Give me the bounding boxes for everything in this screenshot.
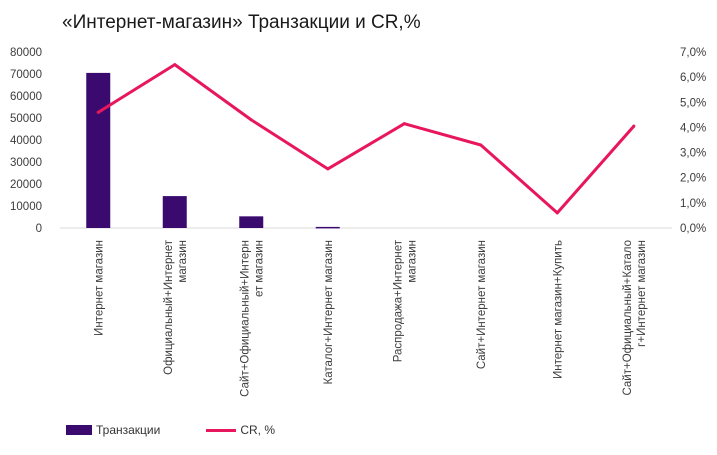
x-category-label: Интернет магазин xyxy=(93,240,105,336)
right-tick-label: 0,0% xyxy=(680,223,706,235)
transactions-bar xyxy=(86,72,111,229)
x-category-label: Распродажа+Интернет магазин xyxy=(392,239,418,362)
legend-label-cr: CR, % xyxy=(240,423,276,437)
cr-point xyxy=(479,143,483,147)
right-axis-ticks: 0,0% 1,0% 2,0% 3,0% 4,0% 5,0% 6,0% 7,0% xyxy=(680,47,706,235)
legend-item-cr: CR, % xyxy=(206,423,275,437)
legend-line-swatch xyxy=(206,428,237,432)
x-category-line: магазин xyxy=(406,240,418,283)
right-tick-label: 6,0% xyxy=(680,72,706,84)
x-category-line: Распродажа+Интернет xyxy=(392,239,404,362)
right-tick-label: 2,0% xyxy=(680,173,706,185)
cr-point xyxy=(326,167,330,171)
cr-line xyxy=(96,63,636,215)
legend-label-transactions: Транзакции xyxy=(96,423,161,437)
cr-point xyxy=(632,124,636,128)
left-axis-ticks: 0 10000 20000 30000 40000 50000 60000 70000 8000… xyxy=(10,47,42,235)
x-category-line: Сайт+Интернет магазин xyxy=(476,240,488,369)
cr-point xyxy=(173,63,177,67)
right-tick-label: 4,0% xyxy=(680,122,706,134)
x-category-label: Сайт+Интернет магазин xyxy=(476,240,488,369)
x-category-line: Каталог+Интернет магазин xyxy=(323,240,335,384)
right-tick-label: 7,0% xyxy=(680,47,706,59)
bar-series xyxy=(86,72,340,229)
left-tick-label: 70000 xyxy=(10,69,42,81)
cr-point xyxy=(96,110,100,114)
x-category-label: Официальный+Интернет магазин xyxy=(163,239,189,375)
x-category-line: Сайт+Официальный+Интерн xyxy=(239,240,251,397)
right-tick-label: 5,0% xyxy=(680,97,706,109)
legend-item-transactions: Транзакции xyxy=(66,423,160,437)
transactions-bar xyxy=(239,216,264,228)
right-tick-label: 1,0% xyxy=(680,198,706,210)
x-category-label: Каталог+Интернет магазин xyxy=(323,240,335,384)
x-category-line: г+Интернет магазин xyxy=(636,240,648,347)
cr-point xyxy=(249,118,253,122)
x-category-line: магазин xyxy=(177,240,189,283)
x-category-line: Интернет магазин xyxy=(93,240,105,336)
left-tick-label: 30000 xyxy=(10,157,42,169)
left-tick-label: 40000 xyxy=(10,135,42,147)
chart-title: «Интернет-магазин» Транзакции и CR,% xyxy=(62,12,421,33)
left-tick-label: 60000 xyxy=(10,91,42,103)
x-category-line: Сайт+Официальный+Катало xyxy=(622,240,634,396)
transactions-bar xyxy=(162,196,187,228)
left-tick-label: 20000 xyxy=(10,179,42,191)
transactions-bar xyxy=(315,226,340,229)
right-tick-label: 3,0% xyxy=(680,148,706,160)
legend: Транзакции CR, % xyxy=(66,423,321,437)
cr-point xyxy=(555,211,559,215)
x-category-label: Интернет магазин+Купить xyxy=(552,240,564,379)
left-tick-label: 0 xyxy=(36,223,42,235)
x-category-line: Официальный+Интернет xyxy=(163,239,175,375)
x-category-label: Сайт+Официальный+Интерн ет магазин xyxy=(239,240,265,397)
x-axis-labels: Интернет магазин Официальный+Интернет мага… xyxy=(93,239,648,397)
left-tick-label: 10000 xyxy=(10,201,42,213)
left-tick-label: 50000 xyxy=(10,113,42,125)
x-category-label: Сайт+Официальный+Катало г+Интернет магази… xyxy=(622,240,648,396)
left-tick-label: 80000 xyxy=(10,47,42,59)
x-category-line: ет магазин xyxy=(253,240,265,297)
line-points xyxy=(96,63,636,215)
cr-point xyxy=(402,122,406,126)
x-category-line: Интернет магазин+Купить xyxy=(552,240,564,379)
legend-bar-swatch xyxy=(66,425,92,435)
